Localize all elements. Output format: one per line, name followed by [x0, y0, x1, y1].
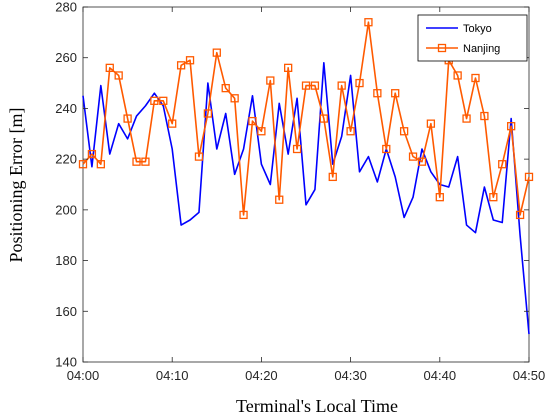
data-point-nanjing [364, 18, 373, 27]
data-point-nanjing [239, 210, 248, 220]
y-tick-label: 160 [55, 304, 77, 319]
data-point-nanjing [417, 157, 427, 166]
data-point-nanjing [105, 63, 114, 73]
x-tick-label: 04:30 [334, 368, 367, 383]
plot-border [82, 6, 530, 363]
data-point-nanjing [284, 63, 293, 73]
data-point-nanjing [212, 48, 221, 57]
data-point-nanjing [319, 114, 328, 123]
data-point-nanjing [507, 122, 516, 131]
data-point-nanjing [382, 144, 391, 154]
data-point-nanjing [221, 83, 230, 93]
data-point-nanjing [310, 81, 320, 90]
data-point-nanjing [194, 152, 204, 161]
x-axis-title: Terminal's Local Time [236, 396, 398, 416]
data-point-nanjing [230, 94, 239, 103]
y-tick-label: 280 [55, 0, 77, 15]
legend-marker-nanjing [437, 43, 447, 53]
legend-box [417, 14, 528, 62]
y-tick-label: 180 [55, 253, 77, 268]
x-tick-label: 04:50 [513, 368, 546, 383]
data-point-nanjing [373, 89, 382, 98]
data-point-nanjing [168, 119, 177, 128]
data-point-nanjing [266, 76, 275, 85]
tick-layer: 04:00 04:10 04:20 04:30 04:40 04:50 140 160 180 2… [55, 0, 545, 383]
data-point-nanjing [391, 89, 400, 98]
data-point-nanjing [337, 81, 346, 90]
data-point-nanjing [87, 149, 97, 159]
data-point-nanjing [355, 78, 364, 88]
x-tick-label: 04:10 [156, 368, 189, 383]
data-point-nanjing [141, 157, 150, 166]
data-point-nanjing [435, 193, 444, 202]
y-axis-title: Positioning Error [m] [6, 108, 26, 263]
data-point-nanjing [328, 172, 337, 182]
data-point-nanjing [185, 56, 195, 65]
data-point-nanjing [114, 71, 123, 80]
data-point-nanjing [123, 114, 132, 123]
y-tick-label: 200 [55, 202, 77, 217]
data-point-nanjing [489, 193, 498, 202]
plot-area [82, 6, 530, 363]
data-point-nanjing [399, 127, 409, 136]
data-point-nanjing [462, 114, 471, 123]
y-tick-label: 260 [55, 50, 77, 65]
x-tick-label: 04:20 [245, 368, 278, 383]
legend: Tokyo Nanjing [417, 14, 528, 62]
data-point-nanjing [480, 111, 489, 121]
data-point-nanjing [426, 119, 436, 128]
legend-label-tokyo: Tokyo [463, 23, 492, 35]
data-point-nanjing [150, 96, 159, 105]
data-point-nanjing [408, 152, 418, 161]
legend-label-nanjing: Nanjing [463, 43, 500, 55]
data-point-nanjing [471, 73, 480, 83]
data-point-nanjing [498, 160, 507, 169]
data-point-nanjing [301, 81, 311, 90]
data-point-nanjing [515, 210, 525, 220]
x-tick-label: 04:40 [424, 368, 457, 383]
data-point-nanjing [346, 127, 355, 136]
data-point-nanjing [292, 144, 302, 154]
data-point-nanjing [203, 109, 213, 118]
data-point-nanjing [453, 71, 462, 80]
y-tick-label: 220 [55, 152, 77, 167]
data-point-nanjing [524, 172, 534, 182]
data-point-nanjing [96, 160, 105, 169]
x-tick-label: 04:00 [67, 368, 100, 383]
data-point-nanjing [78, 160, 88, 169]
data-point-nanjing [176, 61, 186, 70]
y-tick-label: 240 [55, 101, 77, 116]
y-tick-label: 140 [55, 355, 77, 370]
data-point-nanjing [248, 116, 257, 126]
data-point-nanjing [275, 195, 284, 204]
data-point-nanjing [257, 127, 266, 136]
series-layer [78, 18, 534, 335]
data-point-nanjing [159, 96, 168, 105]
data-point-nanjing [132, 157, 141, 166]
